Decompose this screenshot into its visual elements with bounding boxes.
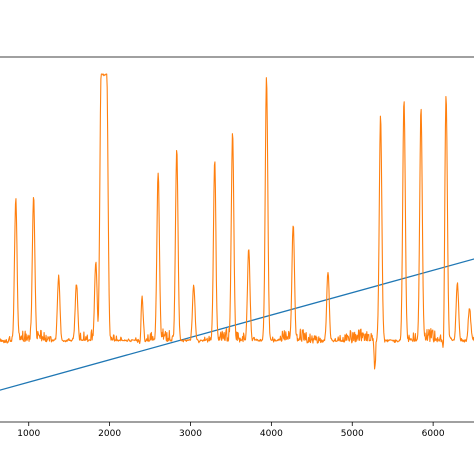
x-tick-label: 2000 bbox=[98, 429, 121, 439]
axes: 1000 2000 3000 4000 5000 6000 bbox=[0, 56, 474, 439]
x-tick-label: 3000 bbox=[179, 429, 202, 439]
x-tick-label: 4000 bbox=[260, 429, 283, 439]
series-signal bbox=[0, 73, 474, 370]
x-tick-label: 1000 bbox=[17, 429, 40, 439]
plot-area bbox=[0, 73, 474, 391]
x-tick-label: 5000 bbox=[341, 429, 364, 439]
x-tick-label: 6000 bbox=[422, 429, 445, 439]
series-line bbox=[0, 258, 474, 391]
